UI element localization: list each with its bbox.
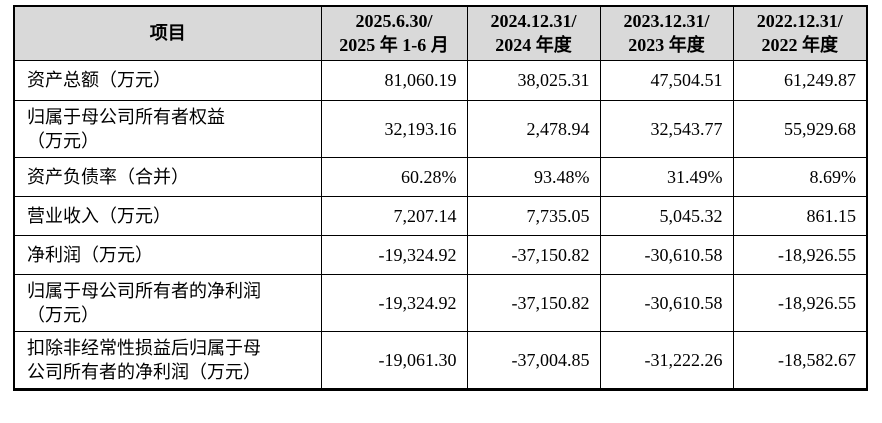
financial-summary-table-container: 项目 2025.6.30/ 2025 年 1-6 月 2024.12.31/ 2… bbox=[13, 5, 868, 391]
table-header: 项目 2025.6.30/ 2025 年 1-6 月 2024.12.31/ 2… bbox=[13, 5, 868, 61]
table-row-debt-ratio: 资产负债率（合并） 60.28% 93.48% 31.49% 8.69% bbox=[13, 156, 868, 197]
metric-value: 93.48% bbox=[466, 156, 601, 197]
metric-value: -18,926.55 bbox=[732, 273, 868, 332]
metric-value: 31.49% bbox=[599, 156, 734, 197]
metric-value: -37,150.82 bbox=[466, 273, 601, 332]
table-row-net-profit: 净利润（万元） -19,324.92 -37,150.82 -30,610.58… bbox=[13, 234, 868, 275]
metric-value: -19,324.92 bbox=[320, 234, 468, 275]
metric-value: -18,582.67 bbox=[732, 330, 868, 390]
metric-value: 55,929.68 bbox=[732, 99, 868, 158]
column-header-period-2024: 2024.12.31/ 2024 年度 bbox=[466, 5, 601, 61]
column-header-period-2023: 2023.12.31/ 2023 年度 bbox=[599, 5, 734, 61]
metric-value: 32,193.16 bbox=[320, 99, 468, 158]
metric-value: -31,222.26 bbox=[599, 330, 734, 390]
metric-value: -19,324.92 bbox=[320, 273, 468, 332]
metric-value: -37,004.85 bbox=[466, 330, 601, 390]
row-label: 净利润（万元） bbox=[13, 234, 322, 275]
metric-value: 861.15 bbox=[732, 195, 868, 236]
row-label: 扣除非经常性损益后归属于母 公司所有者的净利润（万元） bbox=[13, 330, 322, 390]
table-row-total-assets: 资产总额（万元） 81,060.19 38,025.31 47,504.51 6… bbox=[13, 59, 868, 101]
row-label: 资产负债率（合并） bbox=[13, 156, 322, 197]
column-header-period-2022: 2022.12.31/ 2022 年度 bbox=[732, 5, 868, 61]
metric-value: 61,249.87 bbox=[732, 59, 868, 101]
metric-value: -30,610.58 bbox=[599, 234, 734, 275]
metric-value: 38,025.31 bbox=[466, 59, 601, 101]
metric-value: -18,926.55 bbox=[732, 234, 868, 275]
table-body: 资产总额（万元） 81,060.19 38,025.31 47,504.51 6… bbox=[13, 59, 868, 390]
row-label: 归属于母公司所有者权益 （万元） bbox=[13, 99, 322, 158]
metric-value: 5,045.32 bbox=[599, 195, 734, 236]
metric-value: 81,060.19 bbox=[320, 59, 468, 101]
metric-value: 7,207.14 bbox=[320, 195, 468, 236]
metric-value: -19,061.30 bbox=[320, 330, 468, 390]
table-row-parent-net-profit: 归属于母公司所有者的净利润 （万元） -19,324.92 -37,150.82… bbox=[13, 273, 868, 332]
metric-value: 7,735.05 bbox=[466, 195, 601, 236]
column-header-period-2025: 2025.6.30/ 2025 年 1-6 月 bbox=[320, 5, 468, 61]
row-label: 资产总额（万元） bbox=[13, 59, 322, 101]
row-label: 归属于母公司所有者的净利润 （万元） bbox=[13, 273, 322, 332]
metric-value: 47,504.51 bbox=[599, 59, 734, 101]
metric-value: -37,150.82 bbox=[466, 234, 601, 275]
metric-value: 60.28% bbox=[320, 156, 468, 197]
financial-summary-table: 项目 2025.6.30/ 2025 年 1-6 月 2024.12.31/ 2… bbox=[13, 5, 868, 391]
row-label: 营业收入（万元） bbox=[13, 195, 322, 236]
metric-value: 32,543.77 bbox=[599, 99, 734, 158]
metric-value: 2,478.94 bbox=[466, 99, 601, 158]
table-row-parent-net-profit-ex-nonrecurring: 扣除非经常性损益后归属于母 公司所有者的净利润（万元） -19,061.30 -… bbox=[13, 330, 868, 390]
table-row-operating-revenue: 营业收入（万元） 7,207.14 7,735.05 5,045.32 861.… bbox=[13, 195, 868, 236]
column-header-item: 项目 bbox=[13, 5, 322, 61]
metric-value: 8.69% bbox=[732, 156, 868, 197]
table-row-parent-equity: 归属于母公司所有者权益 （万元） 32,193.16 2,478.94 32,5… bbox=[13, 99, 868, 158]
metric-value: -30,610.58 bbox=[599, 273, 734, 332]
header-row: 项目 2025.6.30/ 2025 年 1-6 月 2024.12.31/ 2… bbox=[13, 5, 868, 61]
